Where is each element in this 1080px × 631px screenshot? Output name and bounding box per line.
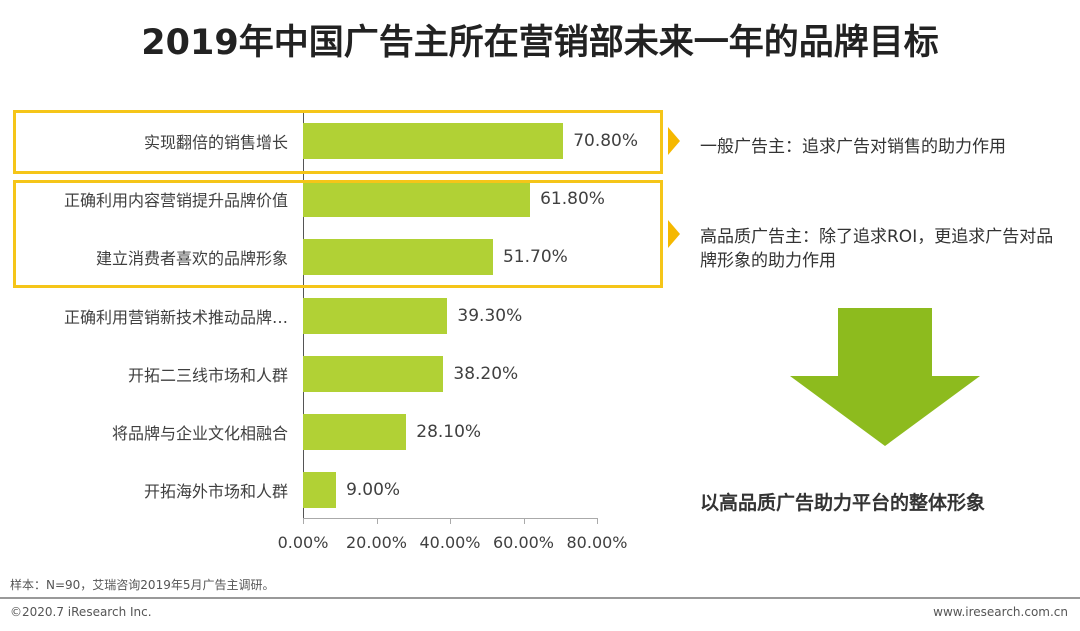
data-label: 70.80% <box>573 131 639 151</box>
category-label: 开拓海外市场和人群 <box>143 482 288 502</box>
note-general-advertiser: 一般广告主：追求广告对销售的助力作用 <box>700 137 1006 157</box>
source-note: 样本：N=90，艾瑞咨询2019年5月广告主调研。 <box>10 578 275 592</box>
arrow-right-icon <box>668 220 680 248</box>
category-label: 实现翻倍的销售增长 <box>143 133 288 152</box>
bar <box>303 297 448 334</box>
bar <box>303 355 444 392</box>
data-label: 28.10% <box>416 422 482 442</box>
bar <box>303 472 337 509</box>
bar <box>303 414 407 450</box>
x-tick-label: 0.00% <box>277 533 329 552</box>
copyright: ©2020.7 iResearch Inc. <box>10 605 152 619</box>
down-arrow-icon <box>790 308 980 446</box>
conclusion: 以高品质广告助力平台的整体形象 <box>700 492 986 514</box>
note-quality-advertiser: 高品质广告主：除了追求ROI，更追求广告对品牌形象的助力作用 <box>700 227 1054 271</box>
highlight-box-brand <box>13 180 663 288</box>
x-tick-label: 20.00% <box>345 533 408 552</box>
x-tick-label: 80.00% <box>566 533 628 552</box>
category-label: 开拓二三线市场和人群 <box>127 365 288 385</box>
x-tick <box>303 518 304 524</box>
x-tick <box>376 518 378 524</box>
data-label: 38.20% <box>453 363 519 384</box>
website-link[interactable]: www.iresearch.com.cn <box>933 605 1068 619</box>
x-tick-label: 60.00% <box>492 533 555 552</box>
x-tick <box>450 518 451 524</box>
x-tick <box>523 518 525 524</box>
bar <box>303 239 493 276</box>
category-label: 建立消费者喜欢的品牌形象 <box>95 249 288 269</box>
x-tick <box>597 518 598 524</box>
category-label: 将品牌与企业文化相融合 <box>111 424 288 443</box>
data-label: 61.80% <box>540 189 605 210</box>
bar <box>303 181 531 218</box>
bar <box>303 123 564 159</box>
x-tick-label: 40.00% <box>419 533 481 552</box>
category-label: 正确利用内容营销提升品牌价值 <box>63 191 288 211</box>
category-label: 正确利用营销新技术推动品牌… <box>63 307 288 327</box>
footer-divider <box>0 597 1080 599</box>
chart-title: 2019年中国广告主所在营销部未来一年的品牌目标 <box>141 23 939 63</box>
data-label: 51.70% <box>502 247 568 268</box>
arrow-right-icon <box>668 127 680 155</box>
data-label: 9.00% <box>346 480 401 501</box>
highlight-box-sales <box>13 110 663 174</box>
data-label: 39.30% <box>457 305 523 326</box>
